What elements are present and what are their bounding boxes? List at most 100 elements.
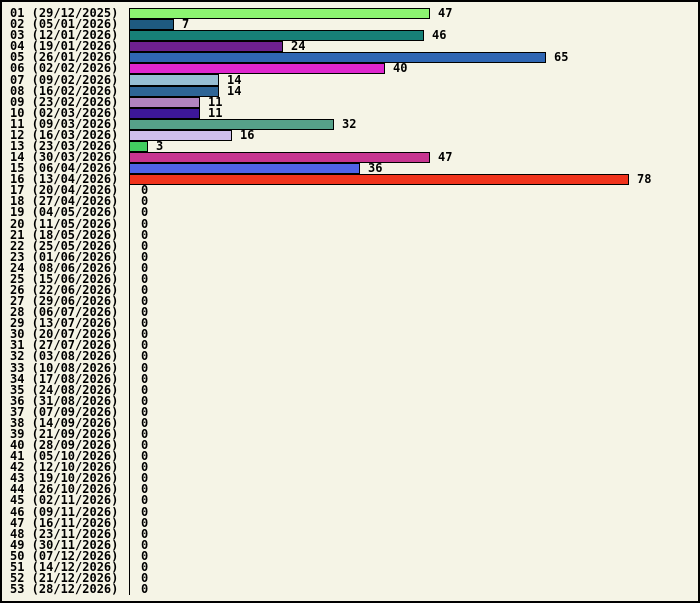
value-label: 0: [141, 449, 149, 464]
plot-area: 0: [129, 537, 698, 552]
value-label: 14: [227, 72, 242, 87]
plot-area: 78: [129, 172, 698, 187]
plot-area: 0: [129, 548, 698, 563]
category-label: 46 (09/11/2026): [10, 506, 119, 518]
category-label: 07 (09/02/2026): [10, 74, 119, 86]
plot-area: 0: [129, 439, 698, 452]
plot-area: 0: [129, 249, 698, 264]
chart-row: 37 (07/09/2026) 0: [2, 406, 698, 418]
category-label: 38 (14/09/2026): [10, 417, 119, 429]
value-label: 0: [141, 504, 149, 519]
value-label: 0: [141, 371, 149, 386]
chart-row: 38 (14/09/2026) 0: [2, 417, 698, 429]
category-label: 13 (23/03/2026): [10, 140, 119, 153]
plot-area: 0: [129, 194, 698, 209]
category-label: 40 (28/09/2026): [10, 440, 119, 452]
plot-area: 0: [129, 339, 698, 352]
value-label: 16: [240, 127, 255, 142]
chart-row: 07 (09/02/2026) 14: [2, 72, 698, 87]
bar: [129, 163, 360, 175]
category-label: 41 (05/10/2026): [10, 451, 119, 463]
category-label: 33 (10/08/2026): [10, 362, 119, 374]
category-label: 06 (02/02/2026): [10, 63, 119, 75]
plot-area: 0: [129, 206, 698, 219]
plot-area: 0: [129, 417, 698, 429]
category-label: 47 (16/11/2026): [10, 517, 119, 529]
category-label: 31 (27/07/2026): [10, 340, 119, 352]
value-label: 0: [141, 548, 149, 563]
value-label: 0: [141, 249, 149, 264]
chart-row: 31 (27/07/2026) 0: [2, 339, 698, 352]
bar: [129, 52, 546, 64]
value-label: 0: [141, 216, 149, 231]
value-label: 0: [141, 393, 149, 408]
category-label: 14 (30/03/2026): [10, 152, 119, 164]
value-label: 3: [156, 138, 164, 153]
plot-area: 0: [129, 361, 698, 374]
plot-area: 0: [129, 184, 698, 197]
bar: [129, 74, 219, 86]
category-label: 39 (21/09/2026): [10, 428, 119, 441]
value-label: 78: [637, 172, 652, 187]
chart-row: 26 (22/06/2026) 0: [2, 284, 698, 297]
chart-row: 05 (26/01/2026) 65: [2, 50, 698, 65]
category-label: 20 (11/05/2026): [10, 218, 119, 230]
chart-row: 39 (21/09/2026) 0: [2, 427, 698, 441]
plot-area: 14: [129, 72, 698, 87]
plot-area: 24: [129, 40, 698, 53]
chart-row: 34 (17/08/2026) 0: [2, 371, 698, 386]
chart-row: 28 (06/07/2026) 0: [2, 306, 698, 319]
category-label: 30 (20/07/2026): [10, 329, 119, 341]
category-label: 17 (20/04/2026): [10, 185, 119, 197]
value-label: 47: [438, 150, 453, 165]
category-label: 43 (19/10/2026): [10, 473, 119, 485]
value-label: 0: [141, 382, 149, 397]
value-label: 11: [208, 105, 223, 120]
chart-row: 44 (26/10/2026) 0: [2, 483, 698, 496]
value-label: 65: [554, 50, 569, 65]
category-label: 29 (13/07/2026): [10, 318, 119, 330]
value-label: 0: [141, 194, 149, 209]
value-label: 0: [141, 493, 149, 508]
category-label: 16 (13/04/2026): [10, 174, 119, 186]
plot-area: 0: [129, 561, 698, 573]
chart-row: 22 (25/05/2026) 0: [2, 238, 698, 253]
chart-row: 20 (11/05/2026) 0: [2, 216, 698, 231]
plot-area: 0: [129, 229, 698, 241]
chart-row: 35 (24/08/2026) 0: [2, 382, 698, 397]
chart-row: 52 (21/12/2026) 0: [2, 572, 698, 585]
bar: [129, 41, 283, 53]
bar: [129, 85, 219, 97]
chart-row: 36 (31/08/2026) 0: [2, 393, 698, 408]
bar: [129, 140, 148, 153]
plot-area: 14: [129, 85, 698, 97]
chart-row: 04 (19/01/2026) 24: [2, 40, 698, 53]
bar: [129, 107, 200, 119]
value-label: 0: [141, 327, 149, 342]
plot-area: 65: [129, 50, 698, 65]
bar: [129, 129, 232, 141]
category-label: 19 (04/05/2026): [10, 207, 119, 219]
value-label: 0: [141, 537, 149, 552]
chart-row: 24 (08/06/2026) 0: [2, 262, 698, 274]
chart-row: 48 (23/11/2026) 0: [2, 528, 698, 540]
category-label: 48 (23/11/2026): [10, 528, 119, 540]
chart-row: 09 (23/02/2026) 11: [2, 96, 698, 108]
chart-row: 43 (19/10/2026) 0: [2, 472, 698, 485]
plot-area: 0: [129, 449, 698, 464]
bar: [129, 152, 430, 164]
value-label: 0: [141, 271, 149, 286]
category-label: 35 (24/08/2026): [10, 384, 119, 396]
chart-row: 21 (18/05/2026) 0: [2, 229, 698, 241]
bar: [129, 30, 424, 42]
plot-area: 7: [129, 18, 698, 31]
category-label: 26 (22/06/2026): [10, 284, 119, 297]
chart-row: 40 (28/09/2026) 0: [2, 439, 698, 452]
value-label: 46: [432, 28, 447, 43]
value-label: 0: [141, 427, 149, 441]
plot-area: 0: [129, 317, 698, 330]
chart-row: 51 (14/12/2026) 0: [2, 561, 698, 573]
value-label: 0: [141, 238, 149, 253]
plot-area: 16: [129, 127, 698, 142]
